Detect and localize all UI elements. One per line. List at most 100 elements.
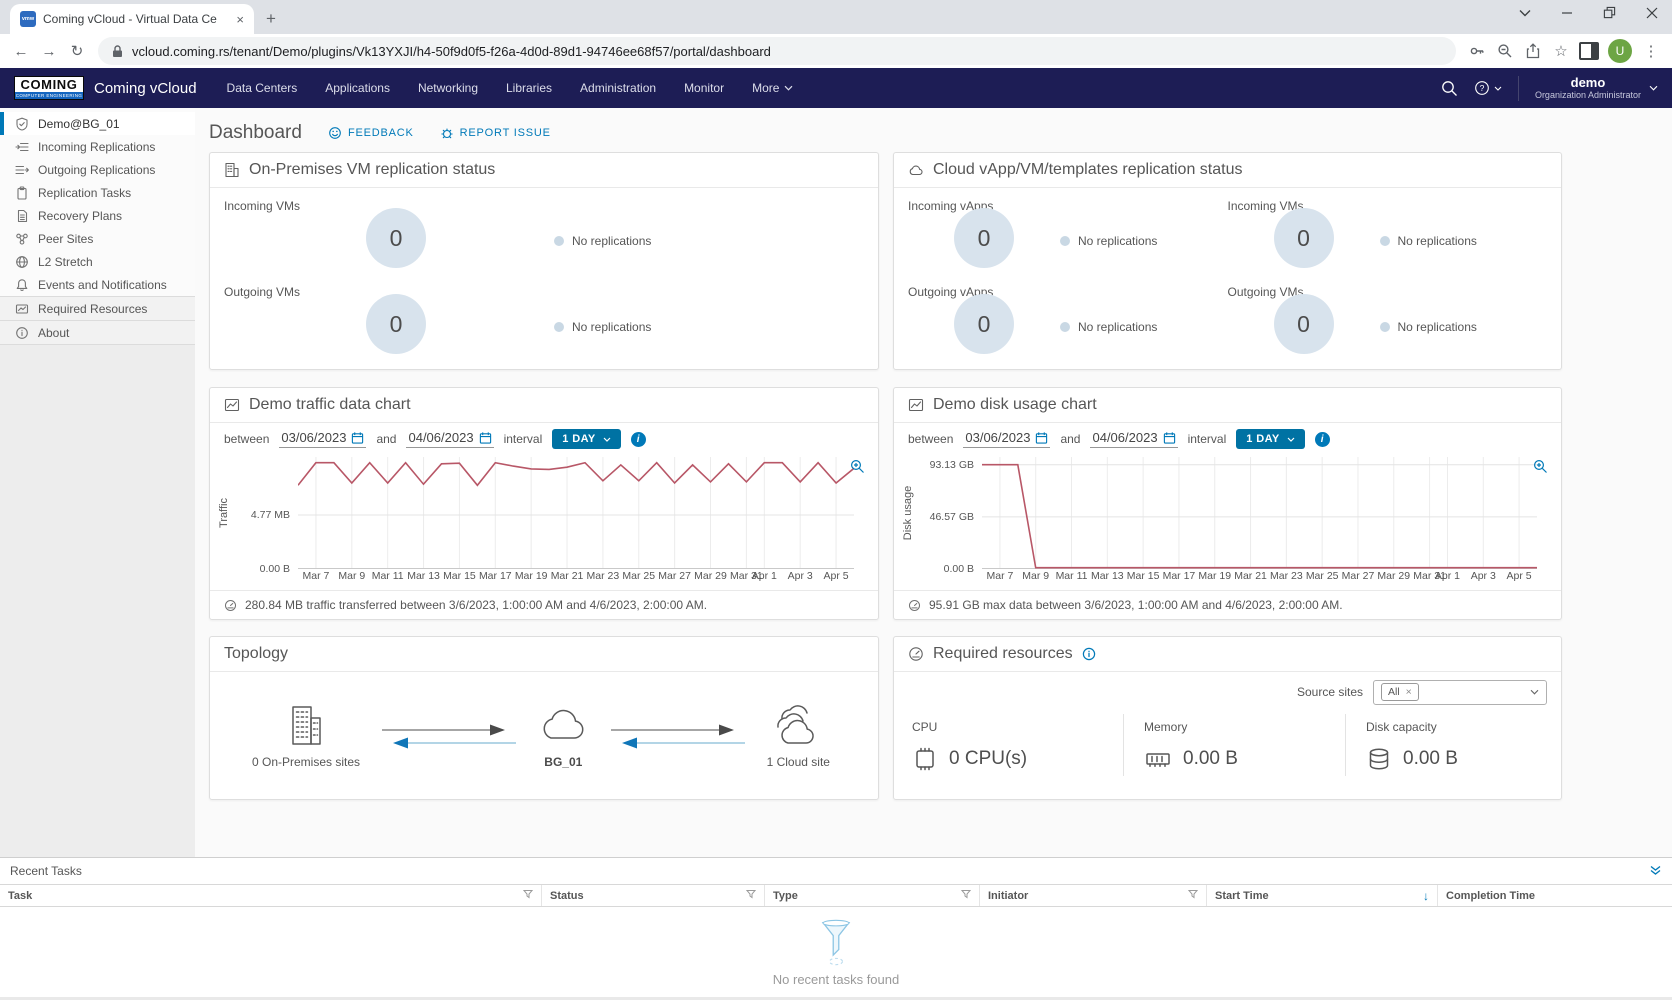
x-tick-label: Apr 1 (751, 570, 777, 582)
x-tick-label: Mar 11 (371, 570, 404, 582)
globe-icon (16, 255, 28, 268)
info-icon[interactable]: i (1314, 431, 1330, 447)
start-date-field[interactable]: 03/06/2023 (279, 430, 367, 448)
traffic-y-axis: Traffic 0.00 B 4.77 MB (218, 498, 290, 575)
start-date-field[interactable]: 03/06/2023 (963, 430, 1051, 448)
x-tick-label: Mar 25 (1305, 570, 1339, 582)
shield-check-icon (16, 117, 28, 131)
address-bar[interactable]: vcloud.coming.rs/tenant/Demo/plugins/Vk1… (98, 37, 1456, 65)
sidebar-item-required-resources[interactable]: Required Resources (0, 296, 195, 320)
traffic-chart-controls: between 03/06/2023 and 04/06/2023 interv… (210, 423, 878, 455)
x-tick-label: Mar 13 (1090, 570, 1124, 582)
report-issue-link[interactable]: REPORT ISSUE (440, 126, 551, 140)
window-restore-icon[interactable] (1603, 6, 1616, 19)
cloud-sites-node[interactable]: 1 Cloud site (767, 702, 830, 769)
search-icon[interactable] (1441, 80, 1458, 97)
logo-subtext: COMPUTER ENGINEERING (15, 92, 83, 99)
info-icon[interactable] (1082, 647, 1096, 661)
bidirectional-arrows-icon (381, 724, 516, 748)
sidebar-item-replication-tasks[interactable]: Replication Tasks (0, 181, 195, 204)
help-menu[interactable]: ? (1474, 80, 1502, 96)
collapse-panel-icon[interactable] (1649, 864, 1662, 879)
interval-dropdown-button[interactable]: 1 DAY (552, 429, 621, 449)
sidebar-item-incoming-replications[interactable]: Incoming Replications (0, 135, 195, 158)
charts-row: Demo traffic data chart between 03/06/20… (209, 387, 1672, 620)
filter-icon[interactable] (522, 889, 534, 902)
back-icon[interactable]: ← (13, 42, 29, 60)
forward-icon[interactable]: → (41, 42, 57, 60)
outgoing-vapps-section: Outgoing vApps 0 No replications (908, 278, 1228, 364)
x-tick-label: Mar 15 (1126, 570, 1160, 582)
recent-tasks-panel: Recent Tasks Task Status Type (0, 857, 1672, 1000)
required-resources-card: Required resources Source sites All × (893, 636, 1562, 800)
sidebar-item-peer-sites[interactable]: Peer Sites (0, 227, 195, 250)
feedback-link[interactable]: FEEDBACK (328, 126, 414, 140)
end-date-field[interactable]: 04/06/2023 (406, 430, 494, 448)
legend-dot (1379, 236, 1390, 246)
side-panel-icon[interactable] (1576, 38, 1602, 64)
x-tick-label: Mar 27 (1341, 570, 1375, 582)
header-right: ? demo Organization Administrator (1441, 75, 1658, 101)
sidebar-item-outgoing-replications[interactable]: Outgoing Replications (0, 158, 195, 181)
column-completion-time[interactable]: Completion Time (1437, 885, 1672, 906)
x-tick-label: Mar 9 (338, 570, 366, 582)
sidebar-item-recovery-plans[interactable]: Recovery Plans (0, 204, 195, 227)
sidebar-item-about[interactable]: About (0, 320, 195, 345)
nav-networking[interactable]: Networking (417, 81, 478, 95)
nav-libraries[interactable]: Libraries (506, 81, 553, 95)
column-type[interactable]: Type (764, 885, 979, 906)
bookmark-star-icon[interactable]: ☆ (1554, 43, 1568, 60)
disk-card-header: Demo disk usage chart (894, 388, 1561, 423)
column-start-time[interactable]: Start Time ↓ (1206, 885, 1437, 906)
share-icon[interactable] (1520, 38, 1546, 64)
nav-administration[interactable]: Administration (580, 81, 657, 95)
nav-more[interactable]: More (752, 81, 793, 95)
x-tick-label: Mar 7 (302, 570, 330, 582)
outgoing-vms-section: Outgoing VMs 0 No replications (224, 278, 864, 364)
tab-close-icon[interactable]: × (236, 11, 244, 27)
chevron-down-icon (784, 85, 793, 91)
chip-remove-icon[interactable]: × (1405, 686, 1412, 698)
column-status[interactable]: Status (541, 885, 764, 906)
reload-icon[interactable]: ↻ (70, 43, 84, 60)
info-icon[interactable]: i (630, 431, 646, 447)
sidebar-item-site[interactable]: Demo@BG_01 (0, 112, 195, 135)
filter-icon[interactable] (960, 889, 972, 902)
sort-descending-icon[interactable]: ↓ (1423, 888, 1429, 903)
nav-data-centers[interactable]: Data Centers (226, 81, 298, 95)
zoom-out-icon[interactable] (1492, 38, 1518, 64)
cloud-site-node[interactable]: BG_01 (537, 702, 589, 769)
incoming-vapps-section: Incoming vApps 0 No replications (908, 192, 1228, 278)
new-tab-button[interactable]: + (266, 9, 276, 28)
end-date-field[interactable]: 04/06/2023 (1090, 430, 1178, 448)
column-initiator[interactable]: Initiator (979, 885, 1206, 906)
nav-applications[interactable]: Applications (325, 81, 390, 95)
disk-plot (982, 457, 1547, 569)
filter-icon[interactable] (1187, 889, 1199, 902)
source-site-chip[interactable]: All × (1381, 683, 1419, 701)
browser-menu-icon[interactable]: ⋮ (1643, 43, 1659, 60)
interval-dropdown-button[interactable]: 1 DAY (1236, 429, 1305, 449)
filter-icon[interactable] (745, 889, 757, 902)
disk-capacity-metric: Disk capacity 0.00 B (1345, 714, 1547, 776)
chart-box-icon (15, 303, 29, 314)
password-key-icon[interactable] (1464, 38, 1490, 64)
browser-profile-avatar[interactable]: U (1608, 39, 1632, 63)
traffic-line-chart (298, 457, 854, 569)
sidebar-item-l2-stretch[interactable]: L2 Stretch (0, 250, 195, 273)
column-task[interactable]: Task (0, 885, 541, 906)
window-menu-chevron-icon[interactable] (1519, 9, 1531, 17)
browser-tab[interactable]: vmw Coming vCloud - Virtual Data Ce × (10, 4, 254, 34)
lock-icon (113, 44, 122, 57)
x-tick-label: Mar 15 (443, 570, 476, 582)
disk-y-axis: Disk usage 0.00 B 46.57 GB 93.13 GB (902, 458, 974, 575)
window-minimize-icon[interactable] (1561, 7, 1573, 19)
topology-body: 0 On-Premises sites BG_01 (210, 672, 878, 799)
sidebar-item-events-notifications[interactable]: Events and Notifications (0, 273, 195, 296)
app-body: Demo@BG_01 Incoming Replications Outgoin… (0, 108, 1672, 1000)
onprem-sites-node[interactable]: 0 On-Premises sites (252, 702, 360, 769)
source-sites-select[interactable]: All × (1373, 679, 1547, 705)
user-menu[interactable]: demo Organization Administrator (1517, 75, 1658, 101)
window-close-icon[interactable] (1646, 7, 1658, 19)
nav-monitor[interactable]: Monitor (684, 81, 725, 95)
